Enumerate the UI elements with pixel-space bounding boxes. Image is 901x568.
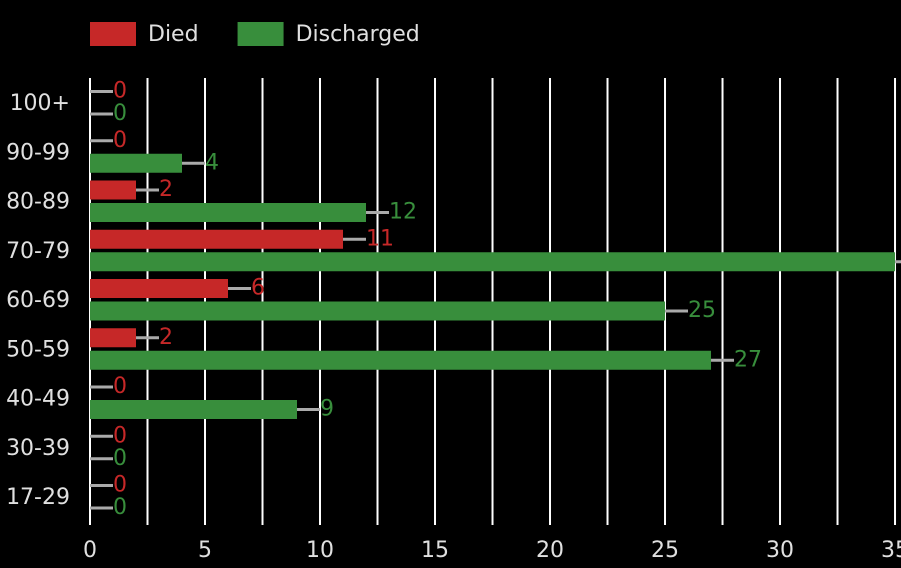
bar (90, 229, 344, 249)
value-label: 25 (688, 298, 716, 323)
value-label: 12 (389, 200, 417, 225)
value-label: 0 (113, 446, 127, 471)
y-tick-label: 30-39 (6, 436, 70, 461)
value-label: 0 (113, 423, 127, 448)
x-tick-label: 30 (766, 538, 794, 563)
value-label: 27 (734, 347, 762, 372)
legend-swatch (237, 22, 284, 46)
y-tick-label: 50-59 (6, 337, 70, 362)
y-tick-label: 17-29 (6, 485, 70, 510)
y-tick-label: 90-99 (6, 140, 70, 165)
y-tick-label: 60-69 (6, 288, 70, 313)
bar (90, 279, 229, 298)
bar (90, 153, 183, 173)
x-tick-label: 35 (881, 538, 901, 563)
value-label: 0 (113, 374, 127, 399)
legend-swatch (90, 22, 136, 46)
y-tick-label: 100+ (10, 91, 70, 116)
y-tick-label: 80-89 (6, 190, 70, 215)
y-tick-label: 40-49 (6, 387, 70, 412)
value-label: 0 (113, 101, 127, 126)
bar (90, 252, 896, 272)
x-tick-label: 25 (651, 538, 679, 563)
legend-label: Died (148, 22, 199, 47)
bar (90, 180, 137, 200)
value-label: 4 (205, 150, 219, 175)
value-label: 9 (320, 397, 334, 422)
value-label: 0 (113, 79, 127, 104)
bar (90, 203, 367, 222)
bar (90, 350, 712, 370)
value-label: 2 (159, 325, 173, 350)
bar (90, 301, 666, 321)
value-label: 6 (251, 276, 265, 301)
value-label: 0 (113, 473, 127, 498)
bar (90, 328, 137, 348)
value-label: 0 (113, 495, 127, 520)
bar (90, 400, 298, 419)
x-tick-label: 0 (83, 538, 97, 563)
value-label: 11 (366, 226, 394, 251)
x-tick-label: 15 (421, 538, 449, 563)
value-label: 2 (159, 177, 173, 202)
x-tick-label: 5 (198, 538, 212, 563)
y-tick-label: 70-79 (6, 239, 70, 264)
legend-label: Discharged (296, 22, 420, 47)
value-label: 0 (113, 128, 127, 153)
x-tick-label: 10 (306, 538, 334, 563)
x-tick-label: 20 (536, 538, 564, 563)
